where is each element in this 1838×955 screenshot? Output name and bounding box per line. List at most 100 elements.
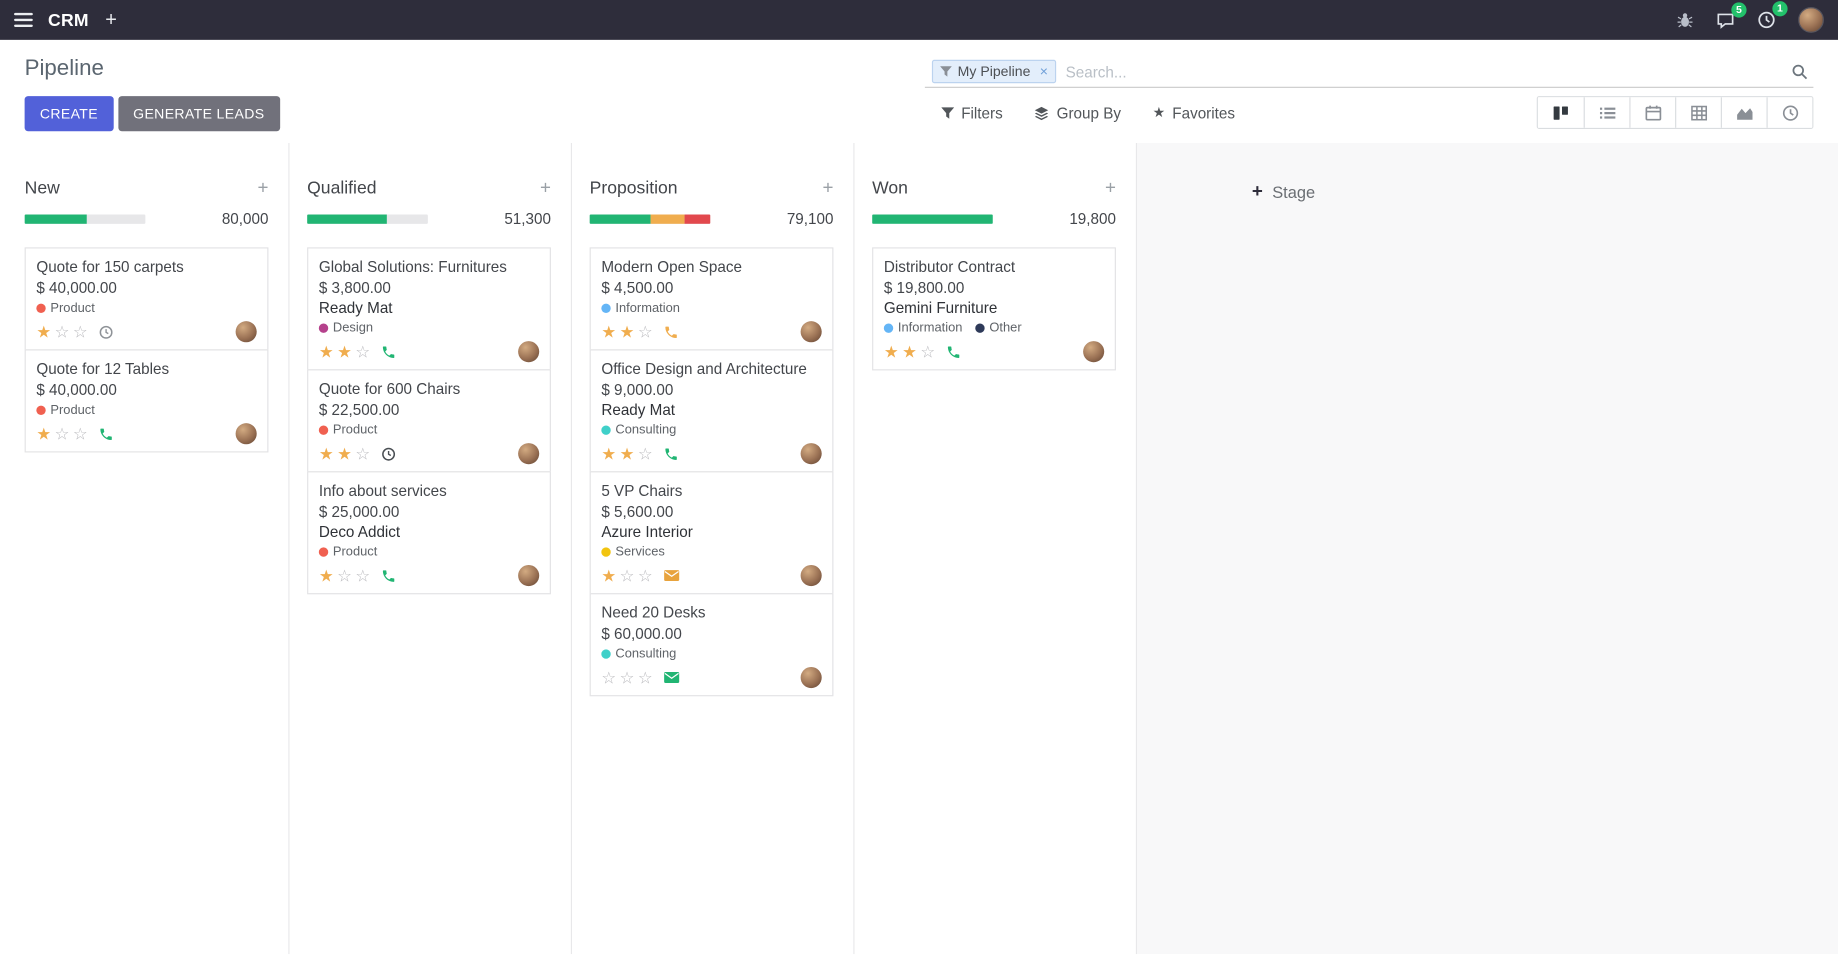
kanban-card[interactable]: 5 VP Chairs $ 5,600.00 Azure Interior Se…: [589, 471, 834, 595]
clock-activity-icon[interactable]: [98, 324, 113, 339]
star-empty-icon[interactable]: ☆: [619, 565, 635, 585]
star-empty-icon[interactable]: ☆: [337, 565, 352, 585]
card-owner-avatar[interactable]: [1083, 341, 1105, 363]
view-kanban-button[interactable]: [1537, 97, 1584, 128]
search-bar[interactable]: My Pipeline ×: [924, 56, 1814, 88]
card-owner-avatar[interactable]: [518, 341, 540, 363]
progress-segment[interactable]: [872, 213, 993, 224]
column-progressbar[interactable]: [307, 213, 428, 224]
kanban-card[interactable]: Quote for 12 Tables $ 40,000.00 Product …: [24, 349, 269, 453]
phone-activity-icon[interactable]: [98, 426, 113, 441]
star-empty-icon[interactable]: ☆: [355, 443, 371, 463]
create-button[interactable]: CREATE: [24, 96, 114, 132]
star-filled-icon[interactable]: ★: [883, 341, 899, 361]
kanban-card[interactable]: Quote for 150 carpets $ 40,000.00 Produc…: [24, 247, 269, 351]
star-filled-icon[interactable]: ★: [318, 443, 334, 463]
column-quick-add-icon[interactable]: +: [822, 178, 834, 199]
group-by-menu-button[interactable]: Group By: [1034, 104, 1121, 121]
kanban-card[interactable]: Distributor Contract $ 19,800.00 Gemini …: [872, 247, 1116, 371]
phone-activity-icon[interactable]: [381, 568, 396, 583]
star-empty-icon[interactable]: ☆: [355, 341, 371, 361]
column-progressbar[interactable]: [872, 213, 993, 224]
star-filled-icon[interactable]: ★: [601, 443, 617, 463]
phone-activity-icon[interactable]: [946, 344, 961, 359]
view-pivot-button[interactable]: [1675, 97, 1721, 128]
star-filled-icon[interactable]: ★: [601, 565, 617, 585]
column-progressbar[interactable]: [24, 213, 146, 224]
kanban-card[interactable]: Office Design and Architecture $ 9,000.0…: [589, 349, 834, 473]
kanban-card[interactable]: Quote for 600 Chairs $ 22,500.00 Product…: [307, 369, 551, 473]
kanban-card[interactable]: Modern Open Space $ 4,500.00 Information…: [589, 247, 834, 351]
card-priority-stars[interactable]: ★ ☆ ☆: [36, 423, 88, 443]
activities-clock-icon[interactable]: 1: [1757, 1, 1788, 30]
generate-leads-button[interactable]: GENERATE LEADS: [117, 96, 280, 132]
view-graph-button[interactable]: [1720, 97, 1767, 128]
star-empty-icon[interactable]: ☆: [72, 321, 88, 341]
star-filled-icon[interactable]: ★: [36, 423, 52, 443]
envelope-activity-icon[interactable]: [663, 569, 679, 583]
star-empty-icon[interactable]: ☆: [601, 667, 617, 687]
card-owner-avatar[interactable]: [800, 443, 822, 465]
star-filled-icon[interactable]: ★: [337, 341, 352, 361]
phone-activity-icon[interactable]: [663, 324, 678, 339]
kanban-card[interactable]: Need 20 Desks $ 60,000.00 Consulting ☆ ☆ ☆: [589, 593, 834, 697]
kanban-card[interactable]: Global Solutions: Furnitures $ 3,800.00 …: [307, 247, 551, 371]
star-filled-icon[interactable]: ★: [619, 443, 635, 463]
user-avatar[interactable]: [1798, 7, 1824, 33]
star-filled-icon[interactable]: ★: [318, 341, 334, 361]
star-empty-icon[interactable]: ☆: [637, 565, 653, 585]
card-priority-stars[interactable]: ★ ☆ ☆: [318, 565, 371, 585]
clock-activity-icon[interactable]: [381, 446, 396, 461]
card-priority-stars[interactable]: ★ ★ ☆: [601, 443, 653, 463]
star-filled-icon[interactable]: ★: [601, 321, 617, 341]
card-priority-stars[interactable]: ★ ★ ☆: [318, 341, 371, 361]
card-priority-stars[interactable]: ★ ★ ☆: [883, 341, 935, 361]
card-priority-stars[interactable]: ★ ☆ ☆: [36, 321, 88, 341]
card-owner-avatar[interactable]: [518, 565, 540, 587]
search-icon[interactable]: [1791, 63, 1809, 86]
star-empty-icon[interactable]: ☆: [54, 423, 70, 443]
progress-segment[interactable]: [24, 213, 87, 224]
progress-segment[interactable]: [684, 213, 711, 224]
progress-segment[interactable]: [589, 213, 650, 224]
card-owner-avatar[interactable]: [800, 321, 822, 343]
progress-segment[interactable]: [307, 213, 387, 224]
add-tab-icon[interactable]: +: [105, 8, 117, 31]
phone-activity-icon[interactable]: [663, 446, 678, 461]
star-empty-icon[interactable]: ☆: [637, 443, 653, 463]
star-filled-icon[interactable]: ★: [36, 321, 52, 341]
view-calendar-button[interactable]: [1629, 97, 1676, 128]
search-facet[interactable]: My Pipeline ×: [931, 59, 1057, 84]
card-owner-avatar[interactable]: [800, 666, 822, 689]
star-filled-icon[interactable]: ★: [619, 321, 635, 341]
favorites-menu-button[interactable]: ★ Favorites: [1153, 104, 1235, 122]
add-stage-button[interactable]: + Stage: [1252, 182, 1315, 201]
star-empty-icon[interactable]: ☆: [355, 565, 371, 585]
star-empty-icon[interactable]: ☆: [72, 423, 88, 443]
kanban-card[interactable]: Info about services $ 25,000.00 Deco Add…: [307, 471, 551, 595]
view-activity-button[interactable]: [1766, 97, 1813, 128]
apps-menu-icon[interactable]: [14, 12, 33, 27]
star-empty-icon[interactable]: ☆: [619, 667, 635, 687]
column-progressbar[interactable]: [589, 213, 711, 224]
envelope-activity-icon[interactable]: [663, 670, 679, 684]
search-input[interactable]: [1065, 62, 1779, 81]
phone-activity-icon[interactable]: [381, 344, 396, 359]
card-owner-avatar[interactable]: [235, 423, 257, 445]
column-quick-add-icon[interactable]: +: [1104, 178, 1116, 199]
card-owner-avatar[interactable]: [518, 443, 540, 465]
card-priority-stars[interactable]: ★ ★ ☆: [601, 321, 653, 341]
app-name[interactable]: CRM: [48, 9, 89, 30]
card-priority-stars[interactable]: ★ ☆ ☆: [601, 565, 653, 585]
star-filled-icon[interactable]: ★: [902, 341, 917, 361]
progress-segment[interactable]: [649, 213, 685, 224]
messages-icon[interactable]: 5: [1716, 1, 1747, 29]
card-owner-avatar[interactable]: [800, 565, 822, 587]
view-list-button[interactable]: [1583, 97, 1630, 128]
filters-menu-button[interactable]: Filters: [941, 104, 1003, 121]
star-filled-icon[interactable]: ★: [318, 565, 334, 585]
star-empty-icon[interactable]: ☆: [637, 321, 653, 341]
bug-icon[interactable]: [1676, 11, 1694, 29]
column-quick-add-icon[interactable]: +: [257, 178, 269, 199]
star-filled-icon[interactable]: ★: [337, 443, 352, 463]
